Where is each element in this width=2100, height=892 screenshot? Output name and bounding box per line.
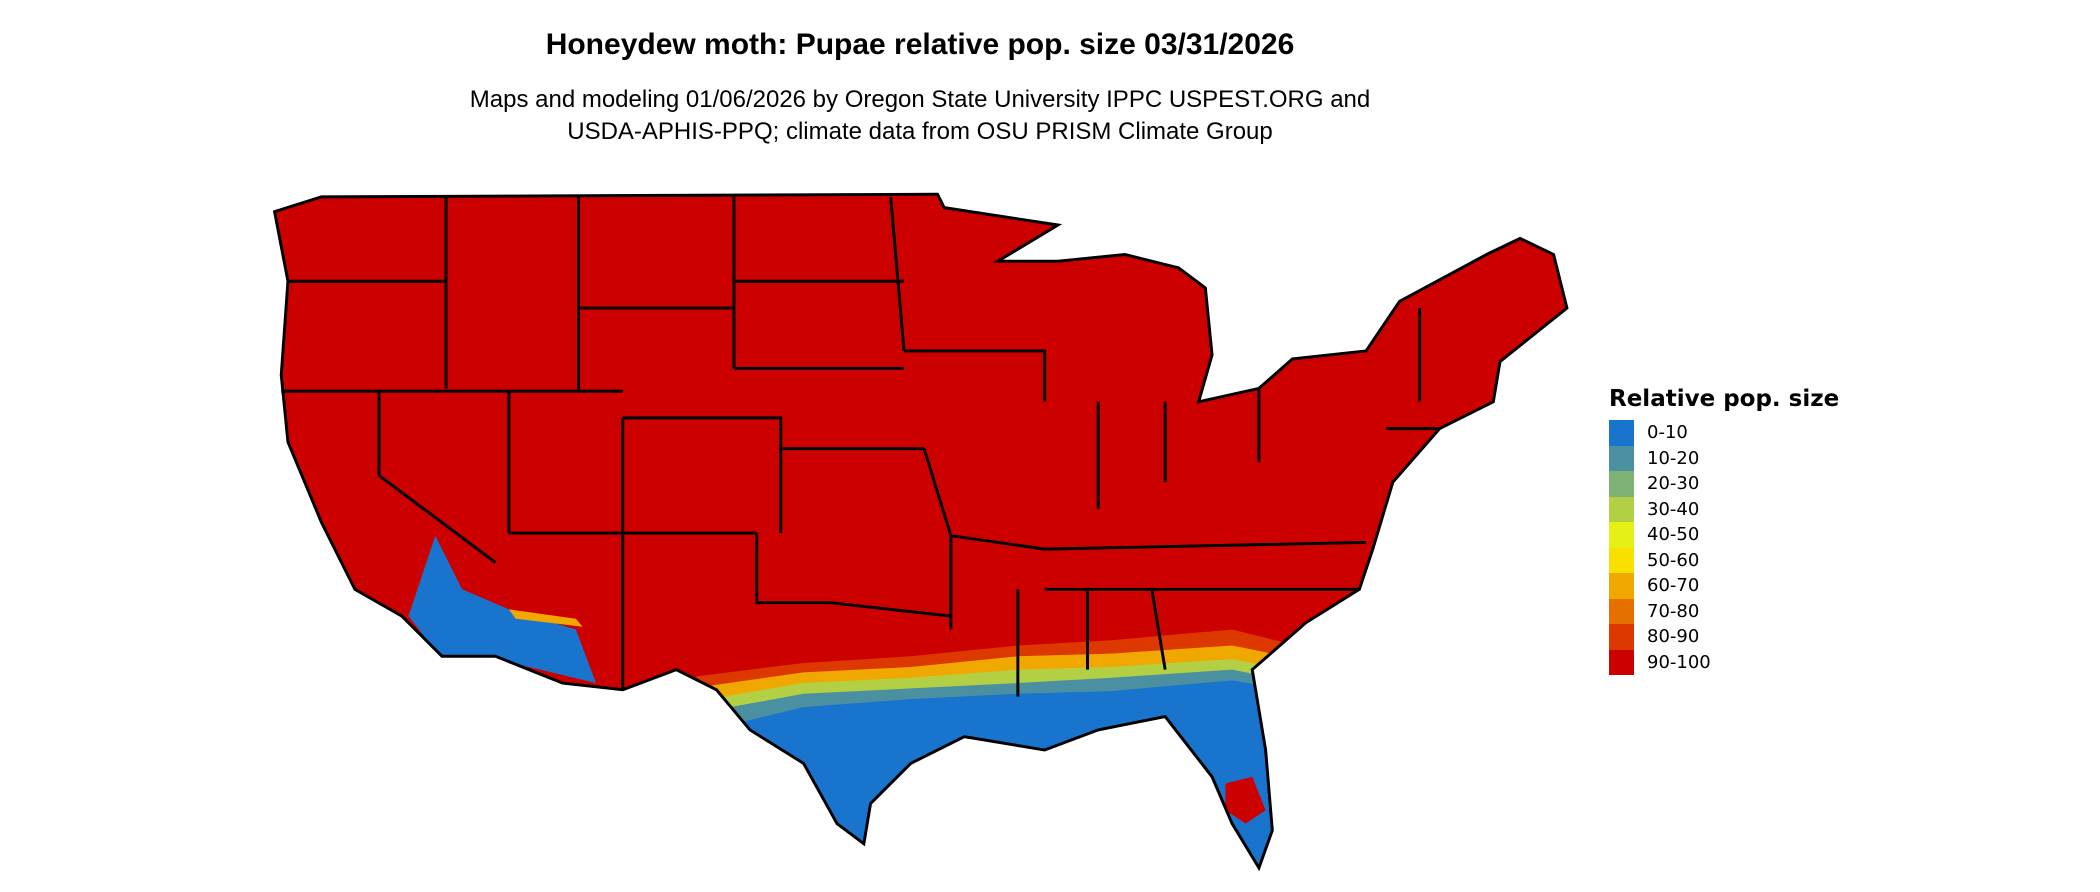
legend-swatch xyxy=(1609,522,1634,548)
legend-swatch xyxy=(1609,471,1634,497)
legend-item: 80-90 xyxy=(1609,624,1839,650)
legend-item: 10-20 xyxy=(1609,445,1839,471)
legend-label: 20-30 xyxy=(1647,473,1700,495)
subtitle-line-1: Maps and modeling 01/06/2026 by Oregon S… xyxy=(469,86,1371,113)
legend-title: Relative pop. size xyxy=(1609,386,1840,412)
legend-swatch xyxy=(1609,573,1634,599)
legend-item: 20-30 xyxy=(1609,471,1839,497)
legend-swatch xyxy=(1609,649,1634,675)
legend-item: 30-40 xyxy=(1609,496,1839,522)
subtitle-line-2: USDA-APHIS-PPQ; climate data from OSU PR… xyxy=(567,118,1273,145)
legend-swatch xyxy=(1609,598,1634,624)
map-subtitle: Maps and modeling 01/06/2026 by Oregon S… xyxy=(0,84,1840,148)
legend-label: 70-80 xyxy=(1647,600,1700,622)
legend-item: 60-70 xyxy=(1609,573,1839,599)
region-desert-edge xyxy=(508,609,596,643)
legend-swatch xyxy=(1609,420,1634,446)
legend-label: 30-40 xyxy=(1647,498,1700,520)
legend-label: 0-10 xyxy=(1647,422,1688,444)
region-0-10 xyxy=(736,680,1286,868)
legend-item: 50-60 xyxy=(1609,547,1839,573)
legend-label: 90-100 xyxy=(1647,651,1711,673)
state-borders xyxy=(273,192,1569,870)
legend-swatch xyxy=(1609,624,1634,650)
legend: Relative pop. size 0-10 10-20 20-30 30-40 40… xyxy=(1609,386,1839,675)
legend-label: 40-50 xyxy=(1647,524,1700,546)
legend-label: 80-90 xyxy=(1647,626,1700,648)
legend-item: 70-80 xyxy=(1609,598,1839,624)
map-title: Honeydew moth: Pupae relative pop. size … xyxy=(545,28,1295,61)
legend-item: 40-50 xyxy=(1609,522,1839,548)
region-south-florida-90-100 xyxy=(1225,776,1266,824)
legend-item: 90-100 xyxy=(1609,649,1839,675)
legend-item: 0-10 xyxy=(1609,420,1839,446)
legend-label: 10-20 xyxy=(1647,447,1700,469)
legend-label: 60-70 xyxy=(1647,575,1700,597)
region-desert-0-10 xyxy=(408,535,596,684)
legend-swatch xyxy=(1609,445,1634,471)
legend-label: 50-60 xyxy=(1647,549,1700,571)
legend-swatch xyxy=(1609,496,1634,522)
legend-swatch xyxy=(1609,547,1634,573)
